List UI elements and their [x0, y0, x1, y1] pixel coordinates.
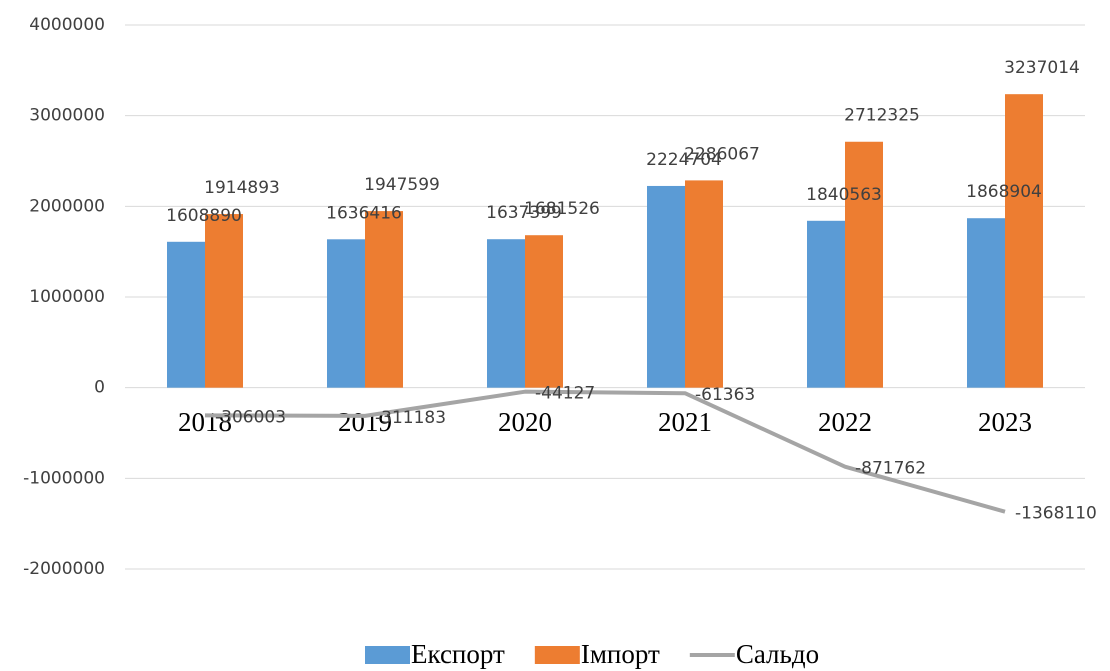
data-label: -1368110 [1015, 504, 1097, 524]
legend-marker [534, 646, 580, 664]
bar [487, 239, 525, 388]
data-label: -311183 [375, 408, 446, 428]
x-tick-label: 2018 [178, 407, 232, 437]
line [204, 389, 1006, 514]
y-tick-label: -2000000 [23, 559, 105, 579]
bar [647, 185, 685, 388]
data-label: 3237014 [1004, 58, 1080, 78]
data-label: 1608890 [166, 206, 242, 226]
y-tick-label: 1000000 [29, 287, 105, 307]
bar [327, 239, 365, 388]
bar [525, 235, 563, 388]
x-tick-label: 2023 [978, 407, 1032, 437]
y-tick-label: 4000000 [29, 15, 105, 35]
x-tick-label: 2020 [498, 407, 552, 437]
y-tick-label: 2000000 [29, 196, 105, 216]
y-tick-label: -1000000 [23, 468, 105, 488]
data-label: 1868904 [966, 182, 1042, 202]
bar [845, 141, 883, 388]
data-label: 1840563 [806, 185, 882, 205]
legend-label: Сальдо [736, 639, 819, 669]
y-tick-label: 0 [94, 378, 105, 398]
data-label: -61363 [695, 385, 755, 405]
legend-label: Імпорт [581, 639, 660, 669]
bar [205, 214, 243, 388]
data-label: 1947599 [364, 175, 440, 195]
data-label: 2286067 [684, 144, 760, 164]
data-label: 1636416 [326, 203, 402, 223]
legend-marker [365, 646, 410, 664]
data-label: -871762 [855, 459, 926, 479]
y-tick-label: 3000000 [29, 106, 105, 126]
bar [685, 180, 723, 388]
data-label: 2224704 [646, 150, 722, 170]
data-label: 1914893 [204, 178, 280, 198]
bar [365, 211, 403, 388]
data-label: 2712325 [844, 106, 920, 126]
data-label: -44127 [535, 384, 595, 404]
bar [807, 220, 845, 388]
bar [167, 241, 205, 388]
data-label: 1637399 [486, 203, 562, 223]
data-label: 1681526 [524, 199, 600, 219]
x-tick-label: 2021 [658, 407, 712, 437]
bar [1005, 94, 1043, 388]
legend-label: Експорт [411, 639, 505, 669]
bar [967, 218, 1005, 388]
x-tick-label: 2022 [818, 407, 872, 437]
data-label: -306003 [215, 407, 286, 427]
